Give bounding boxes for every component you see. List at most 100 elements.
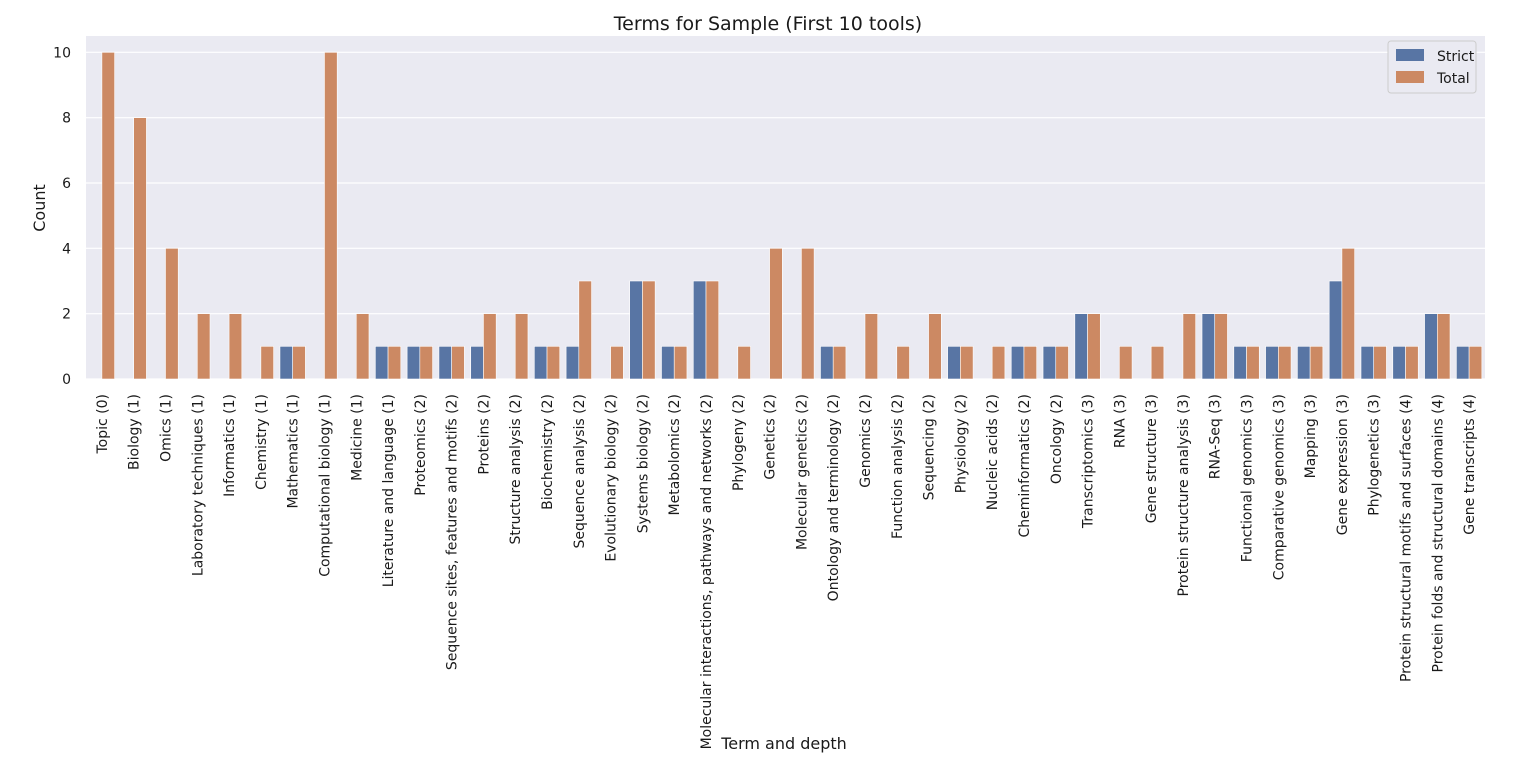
legend: Strict Total <box>1387 40 1477 94</box>
bar-total <box>1278 346 1292 380</box>
x-tick-label: Computational biology (1) <box>317 394 333 577</box>
bar-total <box>1405 346 1419 380</box>
bar-strict <box>565 346 580 380</box>
x-tick-label: Sequencing (2) <box>922 394 938 500</box>
x-tick-label: Chemistry (1) <box>254 394 270 490</box>
bar-strict <box>406 346 421 380</box>
bar-total <box>514 313 529 380</box>
x-tick-label: Gene transcripts (4) <box>1462 394 1478 535</box>
bar-total <box>292 346 306 380</box>
bar-strict <box>1201 313 1216 380</box>
x-tick-label: Informatics (1) <box>222 394 238 497</box>
bar-total <box>896 346 910 380</box>
y-tick-label: 6 <box>62 176 71 192</box>
bar-total <box>1246 346 1260 380</box>
x-tick-label: RNA-Seq (3) <box>1208 394 1224 479</box>
x-tick-label: Cheminformatics (2) <box>1017 394 1033 538</box>
x-tick-label: Molecular interactions, pathways and net… <box>699 394 715 749</box>
bar-strict <box>1010 346 1025 380</box>
x-tick-labels: Topic (0) Biology (1) Omics (1) Laboratory … <box>95 394 1478 749</box>
bar-total <box>801 248 815 380</box>
bar-total <box>451 346 465 380</box>
bar-total <box>228 313 243 380</box>
legend-label-strict: Strict <box>1437 49 1475 65</box>
bar-total <box>101 52 115 380</box>
bar-strict <box>470 346 484 380</box>
bar-total <box>737 346 751 380</box>
bar-total <box>578 280 592 380</box>
x-tick-label: Laboratory techniques (1) <box>190 394 206 576</box>
bars <box>101 52 1483 380</box>
bar-total <box>610 346 624 380</box>
bar-strict <box>661 346 675 380</box>
bar-total <box>1214 313 1228 380</box>
bar-strict <box>438 346 452 380</box>
legend-label-total: Total <box>1436 71 1470 87</box>
bar-total <box>1150 346 1165 380</box>
x-tick-label: Sequence sites, features and motifs (2) <box>445 394 461 670</box>
x-tick-label: Ontology and terminology (2) <box>826 394 842 601</box>
bar-strict <box>692 280 707 380</box>
bar-total <box>832 346 847 380</box>
bar-strict <box>534 346 548 380</box>
x-tick-label: Biochemistry (2) <box>540 394 556 510</box>
bar-total <box>991 346 1006 380</box>
x-tick-label: Nucleic acids (2) <box>985 394 1001 510</box>
x-tick-label: Proteomics (2) <box>413 394 429 496</box>
x-axis-label: Term and depth <box>720 734 847 753</box>
bar-total <box>769 248 783 380</box>
bar-strict <box>629 280 643 380</box>
bar-total <box>387 346 402 380</box>
x-tick-label: Proteins (2) <box>476 394 492 475</box>
bar-total <box>1055 346 1069 380</box>
bar-strict <box>1392 346 1406 380</box>
bar-total <box>1182 313 1196 380</box>
bar-total <box>483 313 497 380</box>
bar-strict <box>1233 346 1247 380</box>
bar-total <box>165 248 179 380</box>
x-tick-label: Protein structure analysis (3) <box>1176 394 1192 596</box>
bar-total <box>864 313 879 380</box>
x-tick-label: Phylogenetics (3) <box>1367 394 1383 516</box>
x-tick-label: RNA (3) <box>1112 394 1128 448</box>
legend-swatch-total <box>1396 71 1424 83</box>
bar-total <box>133 117 147 380</box>
bar-total <box>419 346 433 380</box>
bar-total <box>355 313 370 380</box>
y-tick-label: 4 <box>62 241 71 257</box>
x-tick-label: Phylogeny (2) <box>731 394 747 491</box>
x-tick-label: Mapping (3) <box>1303 394 1319 478</box>
x-tick-label: Literature and language (1) <box>381 394 397 587</box>
x-tick-label: Physiology (2) <box>953 394 969 493</box>
bar-total <box>1023 346 1037 380</box>
legend-swatch-strict <box>1396 49 1424 61</box>
plot-background <box>86 36 1485 379</box>
bar-total <box>1468 346 1483 380</box>
y-tick-label: 2 <box>62 307 71 323</box>
x-tick-label: Protein folds and structural domains (4) <box>1430 394 1446 672</box>
x-tick-label: Molecular genetics (2) <box>794 394 810 550</box>
bar-total <box>324 52 338 380</box>
x-tick-label: Sequence analysis (2) <box>572 394 588 548</box>
x-tick-label: Oncology (2) <box>1049 394 1065 484</box>
bar-strict <box>1424 313 1438 380</box>
bar-strict <box>375 346 389 380</box>
x-tick-label: Structure analysis (2) <box>508 394 524 545</box>
bar-total <box>1437 313 1451 380</box>
bar-total <box>1373 346 1387 380</box>
y-tick-label: 0 <box>62 372 71 388</box>
x-tick-label: Systems biology (2) <box>635 394 651 533</box>
x-tick-label: Comparative genomics (3) <box>1271 394 1287 580</box>
bar-strict <box>820 346 834 380</box>
x-tick-label: Gene structure (3) <box>1144 394 1160 523</box>
x-tick-label: Genomics (2) <box>858 394 874 488</box>
bar-total <box>705 280 720 380</box>
bar-total <box>546 346 561 380</box>
bar-strict <box>1074 313 1088 380</box>
x-tick-label: Gene expression (3) <box>1335 394 1351 535</box>
bar-strict <box>279 346 293 380</box>
x-tick-label: Topic (0) <box>95 394 111 455</box>
x-tick-label: Genetics (2) <box>763 394 779 480</box>
y-tick-label: 10 <box>53 45 71 61</box>
